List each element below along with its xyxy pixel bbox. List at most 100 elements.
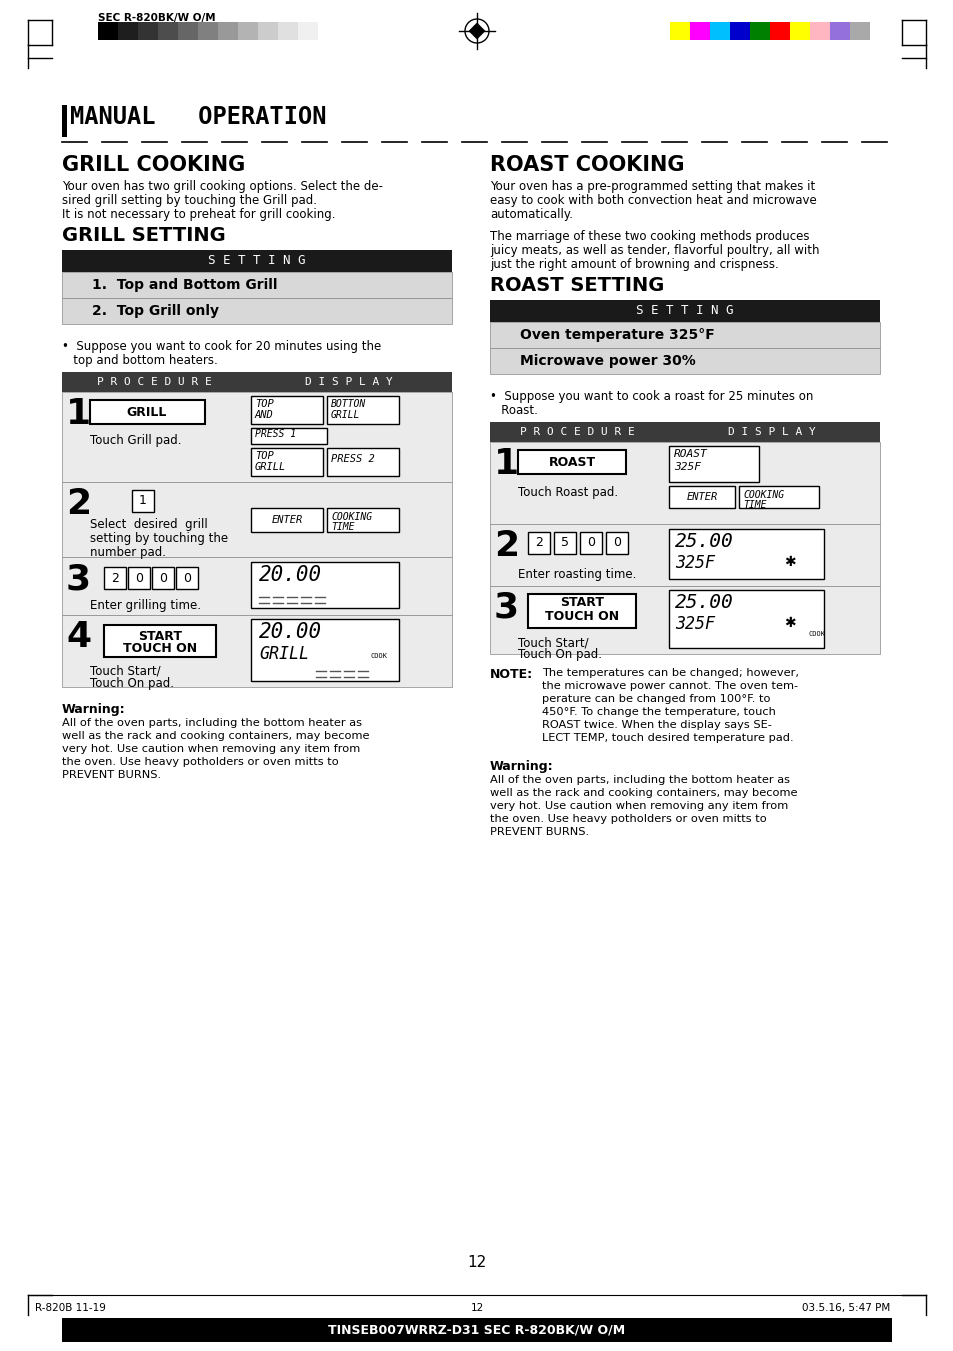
Bar: [178, 22, 198, 41]
Bar: [62, 482, 452, 557]
Bar: [668, 590, 823, 648]
Text: Oven temperature 325°F: Oven temperature 325°F: [519, 328, 714, 342]
Text: ENTER: ENTER: [271, 515, 302, 526]
Text: Touch Start/: Touch Start/: [517, 636, 588, 648]
Text: 1: 1: [139, 494, 147, 508]
Text: very hot. Use caution when removing any item from: very hot. Use caution when removing any …: [490, 801, 787, 811]
Bar: [90, 400, 205, 424]
Text: •  Suppose you want to cook for 20 minutes using the: • Suppose you want to cook for 20 minute…: [62, 340, 381, 353]
Text: juicy meats, as well as tender, flavorful poultry, all with: juicy meats, as well as tender, flavorfu…: [490, 245, 819, 257]
Text: sired grill setting by touching the Grill pad.: sired grill setting by touching the Gril…: [62, 195, 316, 207]
Text: 2: 2: [494, 530, 518, 563]
Text: Touch Start/: Touch Start/: [90, 665, 160, 678]
Text: number pad.: number pad.: [90, 546, 166, 559]
Polygon shape: [469, 23, 484, 39]
Bar: [849, 22, 869, 41]
Text: 3: 3: [494, 590, 518, 626]
Text: COOK: COOK: [808, 631, 825, 638]
Text: 2.  Top Grill only: 2. Top Grill only: [91, 304, 219, 317]
Text: ENTER: ENTER: [685, 492, 717, 503]
Text: BOTTON: BOTTON: [331, 399, 366, 409]
Bar: [62, 272, 452, 299]
Bar: [490, 300, 879, 322]
Text: AND: AND: [254, 409, 274, 420]
Text: perature can be changed from 100°F. to: perature can be changed from 100°F. to: [541, 694, 770, 704]
Bar: [668, 530, 823, 580]
Text: GRILL: GRILL: [331, 409, 360, 420]
Text: Roast.: Roast.: [490, 404, 537, 417]
Text: GRILL COOKING: GRILL COOKING: [62, 155, 245, 176]
Text: ROAST twice. When the display says SE-: ROAST twice. When the display says SE-: [541, 720, 771, 730]
Text: Touch On pad.: Touch On pad.: [517, 648, 601, 661]
Text: D I S P L A Y: D I S P L A Y: [305, 377, 393, 386]
Text: PRESS 1: PRESS 1: [254, 430, 295, 439]
Text: Your oven has a pre-programmed setting that makes it: Your oven has a pre-programmed setting t…: [490, 180, 815, 193]
Text: Your oven has two grill cooking options. Select the de-: Your oven has two grill cooking options.…: [62, 180, 382, 193]
Text: ROAST: ROAST: [548, 455, 595, 469]
Text: Select  desired  grill: Select desired grill: [90, 517, 208, 531]
Bar: [98, 22, 118, 41]
Text: TOP: TOP: [254, 399, 274, 409]
Text: ✱: ✱: [783, 555, 795, 569]
Text: 25.00: 25.00: [675, 593, 733, 612]
Bar: [809, 22, 829, 41]
Bar: [527, 532, 550, 554]
Text: easy to cook with both convection heat and microwave: easy to cook with both convection heat a…: [490, 195, 816, 207]
Text: COOKING: COOKING: [331, 512, 372, 521]
Text: 0: 0: [586, 536, 595, 550]
Text: PREVENT BURNS.: PREVENT BURNS.: [490, 827, 589, 838]
Text: GRILL: GRILL: [254, 462, 286, 471]
Text: 0: 0: [159, 571, 167, 585]
Text: All of the oven parts, including the bottom heater as: All of the oven parts, including the bot…: [62, 717, 361, 728]
Text: TINSEB007WRRZ-D31 SEC R-820BK/W O/M: TINSEB007WRRZ-D31 SEC R-820BK/W O/M: [328, 1324, 625, 1336]
Bar: [247, 372, 452, 392]
Text: 12: 12: [467, 1255, 486, 1270]
Bar: [789, 22, 809, 41]
Bar: [490, 586, 879, 654]
Text: 12: 12: [470, 1302, 483, 1313]
Text: LECT TEMP, touch desired temperature pad.: LECT TEMP, touch desired temperature pad…: [541, 734, 793, 743]
Text: Enter grilling time.: Enter grilling time.: [90, 598, 201, 612]
Text: ROAST: ROAST: [673, 449, 707, 459]
Text: 20.00: 20.00: [258, 565, 322, 585]
Text: 2: 2: [111, 571, 119, 585]
Text: D I S P L A Y: D I S P L A Y: [727, 427, 815, 436]
Bar: [62, 1319, 891, 1342]
Text: Touch Roast pad.: Touch Roast pad.: [517, 486, 618, 499]
Text: 3: 3: [66, 562, 91, 596]
Text: 450°F. To change the temperature, touch: 450°F. To change the temperature, touch: [541, 707, 775, 717]
Bar: [579, 532, 601, 554]
Text: S E T T I N G: S E T T I N G: [208, 254, 305, 267]
Bar: [739, 486, 818, 508]
Bar: [251, 619, 398, 681]
Bar: [62, 105, 67, 136]
Text: P R O C E D U R E: P R O C E D U R E: [96, 377, 212, 386]
Bar: [62, 557, 452, 615]
Bar: [490, 442, 879, 524]
Text: 03.5.16, 5:47 PM: 03.5.16, 5:47 PM: [801, 1302, 889, 1313]
Text: TOP: TOP: [254, 451, 274, 461]
Bar: [490, 422, 664, 442]
Text: just the right amount of browning and crispness.: just the right amount of browning and cr…: [490, 258, 778, 272]
Bar: [62, 299, 452, 324]
Text: the microwave power cannot. The oven tem-: the microwave power cannot. The oven tem…: [541, 681, 798, 690]
Bar: [118, 22, 138, 41]
Bar: [749, 22, 769, 41]
Bar: [689, 22, 709, 41]
Text: 5: 5: [560, 536, 568, 550]
Bar: [490, 322, 879, 349]
Bar: [277, 22, 297, 41]
Bar: [138, 22, 158, 41]
Text: The temperatures can be changed; however,: The temperatures can be changed; however…: [541, 667, 799, 678]
Bar: [218, 22, 237, 41]
Text: Warning:: Warning:: [490, 761, 553, 773]
Text: It is not necessary to preheat for grill cooking.: It is not necessary to preheat for grill…: [62, 208, 335, 222]
Bar: [198, 22, 218, 41]
Bar: [769, 22, 789, 41]
Bar: [62, 372, 247, 392]
Text: the oven. Use heavy potholders or oven mitts to: the oven. Use heavy potholders or oven m…: [490, 815, 766, 824]
Text: START: START: [138, 631, 182, 643]
Text: top and bottom heaters.: top and bottom heaters.: [62, 354, 217, 367]
Text: MANUAL   OPERATION: MANUAL OPERATION: [70, 105, 326, 128]
Text: 0: 0: [613, 536, 620, 550]
